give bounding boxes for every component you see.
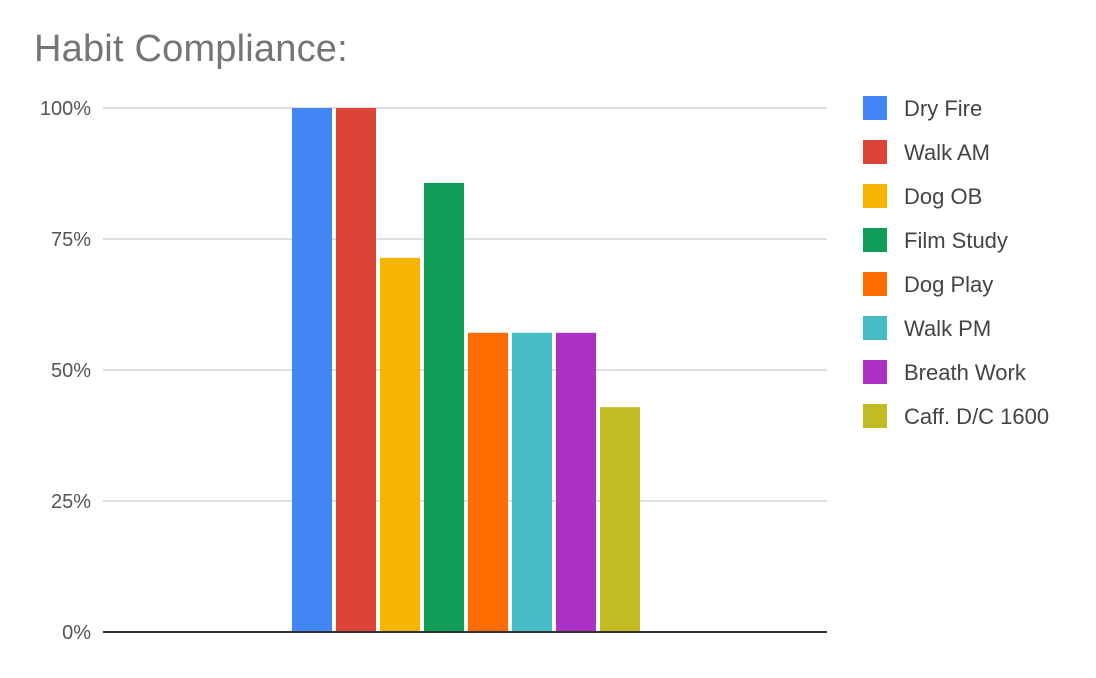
- legend: Dry Fire Walk AM Dog OB Film Study Dog Play W…: [863, 96, 1049, 429]
- bar: [600, 407, 640, 632]
- y-tick-label: 50%: [51, 360, 91, 382]
- legend-swatch: [863, 96, 887, 120]
- bars: [292, 108, 640, 632]
- bar: [336, 108, 376, 632]
- legend-label: Walk AM: [904, 140, 990, 165]
- y-axis-ticks: 0% 25% 50% 75% 100%: [40, 98, 91, 644]
- gridlines: [103, 107, 827, 502]
- bar: [292, 108, 332, 632]
- bar: [556, 332, 596, 632]
- legend-label: Breath Work: [904, 360, 1027, 385]
- legend-item: Dog Play: [863, 272, 993, 297]
- legend-label: Dog Play: [904, 272, 993, 297]
- legend-label: Caff. D/C 1600: [904, 404, 1049, 429]
- legend-item: Film Study: [863, 228, 1008, 253]
- legend-swatch: [863, 316, 887, 340]
- legend-swatch: [863, 184, 887, 208]
- bar: [380, 257, 420, 632]
- chart-title: Habit Compliance:: [34, 28, 348, 70]
- legend-swatch: [863, 360, 887, 384]
- bar: [468, 332, 508, 632]
- legend-swatch: [863, 140, 887, 164]
- legend-label: Film Study: [904, 228, 1008, 253]
- legend-item: Dry Fire: [863, 96, 982, 121]
- legend-item: Dog OB: [863, 184, 982, 209]
- legend-swatch: [863, 228, 887, 252]
- legend-item: Walk PM: [863, 316, 991, 341]
- legend-item: Walk AM: [863, 140, 990, 165]
- legend-item: Breath Work: [863, 360, 1027, 385]
- y-tick-label: 100%: [40, 98, 91, 120]
- legend-swatch: [863, 404, 887, 428]
- legend-label: Dry Fire: [904, 96, 982, 121]
- legend-label: Walk PM: [904, 316, 991, 341]
- legend-swatch: [863, 272, 887, 296]
- bar: [512, 332, 552, 632]
- legend-item: Caff. D/C 1600: [863, 404, 1049, 429]
- legend-label: Dog OB: [904, 184, 982, 209]
- y-tick-label: 75%: [51, 229, 91, 251]
- y-tick-label: 25%: [51, 491, 91, 513]
- y-tick-label: 0%: [62, 622, 91, 644]
- bar: [424, 182, 464, 632]
